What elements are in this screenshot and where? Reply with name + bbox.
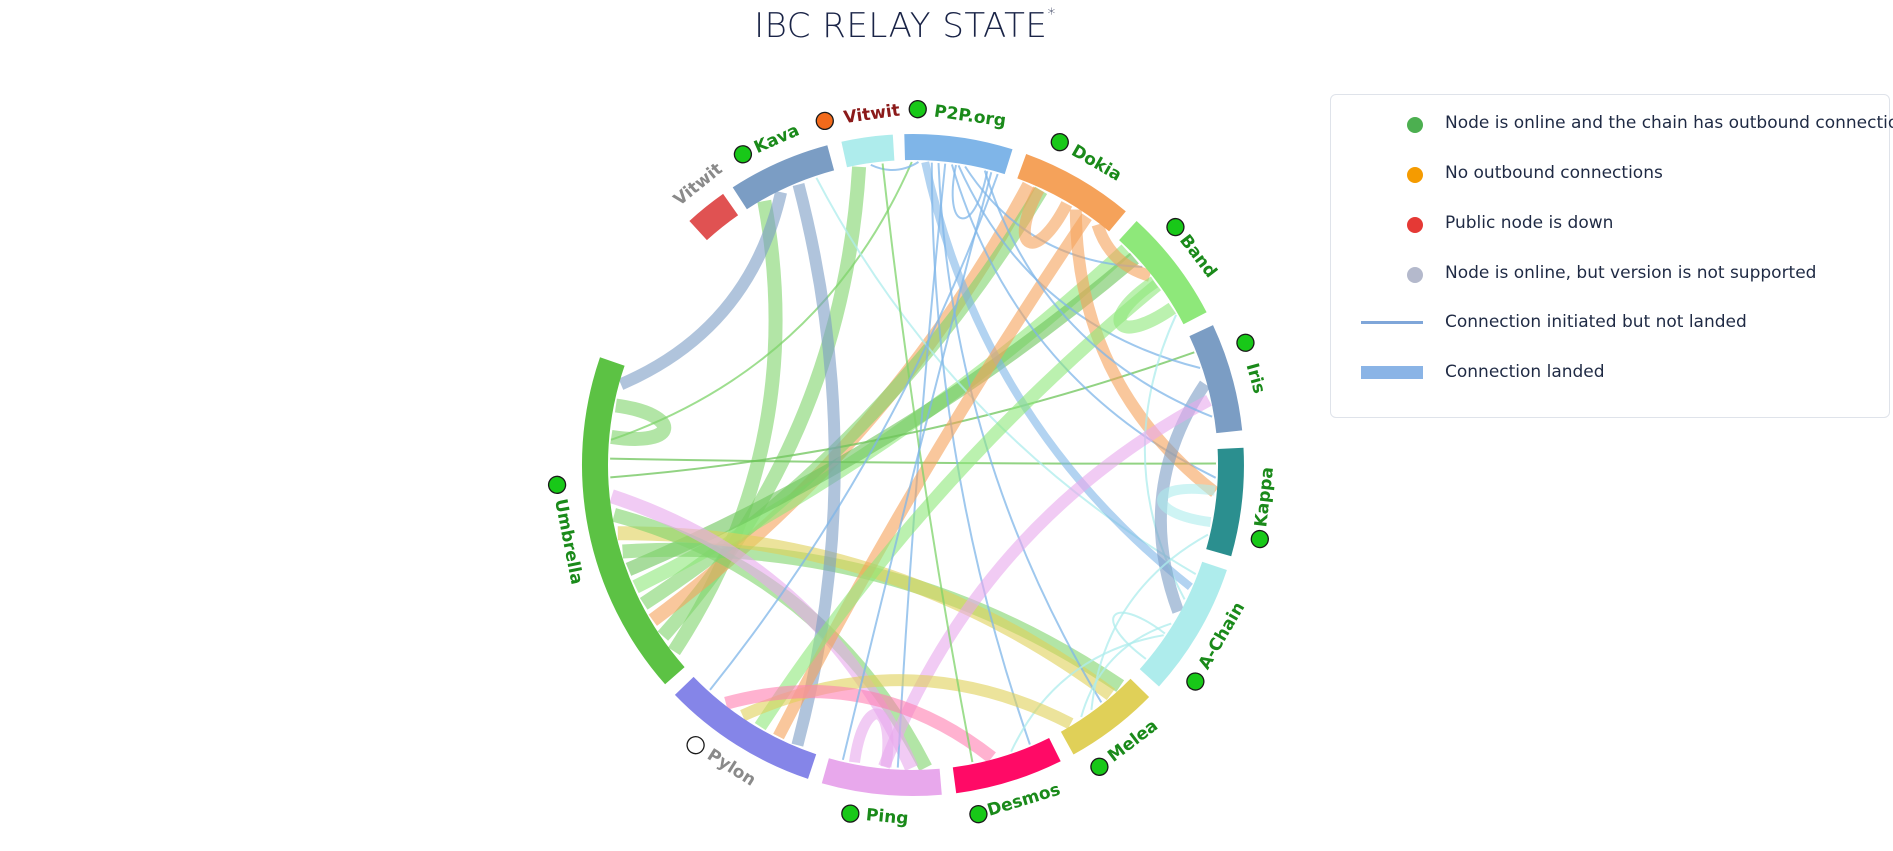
chain-status-dot-icon	[1186, 672, 1205, 691]
chain-status-dot-icon	[815, 111, 834, 131]
legend-item-label: No outbound connections	[1445, 163, 1663, 183]
chain-arc-band[interactable]	[1119, 221, 1207, 325]
pending-connection-iris-p2p[interactable]	[983, 170, 1213, 418]
chain-status-dot-icon	[841, 804, 860, 823]
pending-connection-desmos-vitwit_top[interactable]	[881, 163, 974, 763]
chain-label-group-vitwit_top[interactable]: Vitwit	[815, 100, 901, 132]
chain-label-desmos: Desmos	[985, 780, 1063, 821]
chain-arc-iris[interactable]	[1189, 325, 1243, 434]
chain-label-vitwit_top: Vitwit	[842, 100, 901, 128]
landed-connection-dokia-kappa[interactable]	[1069, 209, 1219, 497]
pending-connection-ping-p2p[interactable]	[841, 172, 993, 761]
chain-label-group-kappa[interactable]: Kappa	[1249, 466, 1278, 549]
landed-connection-iris-ping[interactable]	[878, 395, 1212, 769]
landed-connection-kava-umbrella[interactable]	[618, 190, 787, 390]
legend-line-swatch	[1361, 321, 1423, 324]
chain-label-group-p2p[interactable]: P2P.org	[908, 98, 1007, 131]
legend-item-label: Public node is down	[1445, 213, 1614, 233]
chain-label-umbrella: Umbrella	[550, 497, 586, 586]
legend-item: Connection landed	[1331, 358, 1889, 388]
pending-connection-achain-achain[interactable]	[1112, 611, 1166, 660]
landed-connection-desmos-pylon[interactable]	[724, 685, 996, 763]
landed-connection-band-band[interactable]	[1113, 276, 1176, 334]
chain-arc-ping[interactable]	[821, 758, 942, 796]
chain-label-kava: Kava	[751, 121, 802, 158]
pending-connection-p2p-desmos[interactable]	[930, 162, 1031, 745]
chain-status-dot-icon	[733, 145, 753, 164]
chain-status-dot-icon	[1050, 133, 1069, 152]
legend-item: Connection initiated but not landed	[1331, 308, 1889, 338]
chain-arc-p2p[interactable]	[904, 133, 1013, 175]
chain-status-dot-icon	[1166, 217, 1185, 237]
chain-status-dot-icon	[1250, 529, 1269, 549]
chain-label-group-umbrella[interactable]: Umbrella	[546, 475, 587, 587]
landed-connection-dokia-band[interactable]	[1091, 222, 1152, 282]
connection-ribbons	[609, 161, 1219, 771]
title-text: IBC RELAY STATE	[754, 6, 1048, 46]
chain-status-dot-icon	[686, 736, 705, 755]
landed-connection-band-pylon[interactable]	[754, 280, 1162, 731]
chain-status-dot-icon	[1236, 333, 1255, 352]
legend-item: Public node is down	[1331, 209, 1889, 239]
legend-status-dot-icon	[1407, 117, 1423, 133]
chain-arc-vitwit_top[interactable]	[841, 134, 895, 168]
chain-arc-kappa[interactable]	[1206, 447, 1244, 557]
legend-line-swatch	[1361, 366, 1423, 379]
chain-arc-pylon[interactable]	[674, 676, 817, 779]
landed-connection-dokia-dokia[interactable]	[1018, 186, 1073, 249]
page-title: IBC RELAY STATE*	[0, 4, 1810, 46]
chain-arc-melea[interactable]	[1060, 678, 1150, 755]
pending-connection-p2p-p2p[interactable]	[951, 164, 989, 220]
landed-connection-ping-ping[interactable]	[849, 708, 894, 768]
pending-connection-p2p-iris[interactable]	[957, 164, 1201, 369]
chain-arc-kava[interactable]	[732, 145, 835, 210]
chain-label-ping: Ping	[865, 805, 909, 829]
legend-item: Node is online, but version is not suppo…	[1331, 259, 1889, 289]
chain-status-dot-icon	[1090, 757, 1109, 776]
chain-label-p2p: P2P.org	[933, 102, 1007, 132]
chain-arcs	[581, 133, 1244, 796]
landed-connection-umbrella-umbrella[interactable]	[610, 398, 672, 446]
legend-item: No outbound connections	[1331, 159, 1889, 189]
legend-status-dot-icon	[1407, 167, 1423, 183]
chain-status-dot-icon	[969, 804, 988, 824]
chain-label-group-ping[interactable]: Ping	[841, 803, 909, 829]
chain-arc-umbrella[interactable]	[581, 357, 685, 685]
chain-arc-dokia[interactable]	[1017, 154, 1126, 232]
legend-status-dot-icon	[1407, 217, 1423, 233]
chain-label-iris: Iris	[1242, 361, 1269, 396]
pending-connection-vitwit_top-p2p[interactable]	[870, 161, 920, 171]
pending-connection-pylon-p2p[interactable]	[709, 173, 999, 691]
pending-connection-achain-desmos[interactable]	[1010, 634, 1164, 753]
chain-arc-achain[interactable]	[1139, 561, 1227, 687]
legend-item-label: Connection landed	[1445, 362, 1605, 382]
chain-label-kappa: Kappa	[1251, 466, 1278, 528]
title-footnote-mark: *	[1047, 4, 1056, 23]
chain-arc-vitwit_small[interactable]	[689, 193, 739, 241]
chain-arc-desmos[interactable]	[952, 738, 1061, 794]
legend-item: Node is online and the chain has outboun…	[1331, 109, 1893, 139]
chain-label-group-iris[interactable]: Iris	[1234, 332, 1270, 396]
pending-connection-achain-melea[interactable]	[1080, 622, 1172, 718]
landed-connection-umbrella-kava[interactable]	[668, 199, 783, 656]
relay-chord-diagram[interactable]: Vitwit P2P.orgDokiaBandIrisKappaA-ChainMe…	[0, 0, 1320, 851]
pending-connection-umbrella-kappa[interactable]	[610, 457, 1217, 465]
legend-status-dot-icon	[1407, 267, 1423, 283]
legend-item-label: Node is online, but version is not suppo…	[1445, 263, 1817, 283]
chain-status-dot-icon	[908, 100, 927, 119]
landed-connection-dokia-pylon[interactable]	[773, 213, 1092, 740]
chain-status-dot-icon	[547, 475, 567, 495]
landed-connection-kappa-kappa[interactable]	[1157, 483, 1216, 528]
legend-panel: Node is online and the chain has outboun…	[1330, 94, 1893, 418]
legend-item-label: Node is online and the chain has outboun…	[1445, 113, 1893, 133]
legend-item-label: Connection initiated but not landed	[1445, 312, 1747, 332]
